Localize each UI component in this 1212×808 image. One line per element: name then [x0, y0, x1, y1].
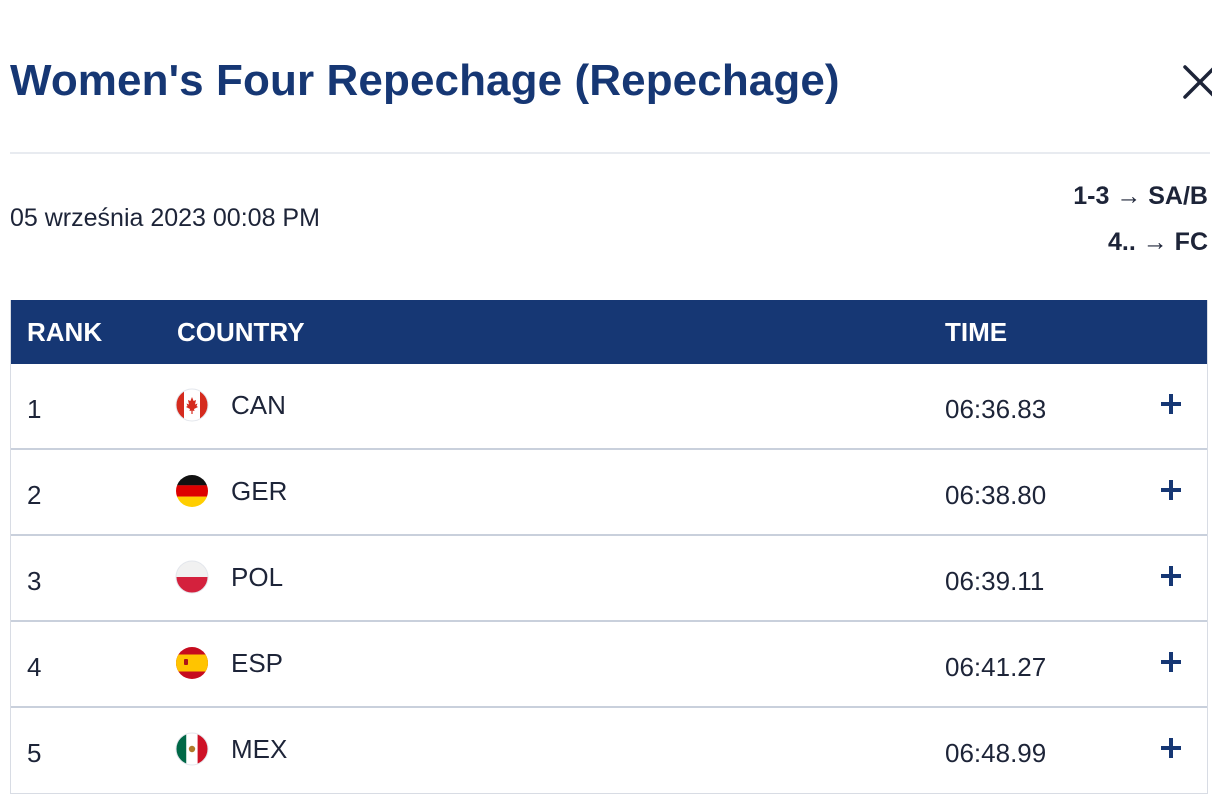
flag-canada-icon — [175, 388, 209, 422]
table-row: 3 POL 06:39.11 — [11, 536, 1207, 622]
plus-icon — [1161, 394, 1181, 414]
rank-cell: 5 — [27, 738, 42, 768]
modal-header: Women's Four Repechage (Repechage) — [10, 52, 1212, 116]
results-table: RANK COUNTRY TIME 1 CAN 06 — [10, 300, 1208, 794]
table-row: 4 ESP 06:41.27 — [11, 622, 1207, 708]
time-cell: 06:36.83 — [945, 394, 1047, 424]
column-header-time: TIME — [945, 317, 1008, 347]
column-header-rank: RANK — [27, 317, 103, 347]
flag-germany-icon — [175, 474, 209, 508]
plus-icon — [1161, 566, 1181, 586]
column-header-country: COUNTRY — [177, 317, 305, 347]
table-header: RANK COUNTRY TIME — [11, 300, 1207, 364]
time-cell: 06:38.80 — [945, 480, 1047, 510]
plus-icon — [1161, 738, 1181, 758]
close-icon — [1183, 65, 1212, 99]
country-cell: CAN — [231, 390, 286, 420]
header-divider — [10, 152, 1210, 154]
table-row: 1 CAN 06:36.83 — [11, 364, 1207, 450]
rank-cell: 4 — [27, 652, 42, 682]
plus-icon — [1161, 652, 1181, 672]
table-row: 5 MEX 06:48.99 — [11, 708, 1207, 794]
rank-cell: 3 — [27, 566, 42, 596]
flag-mexico-icon — [175, 732, 209, 766]
expand-row-button[interactable] — [1159, 564, 1183, 588]
country-cell: ESP — [231, 648, 284, 678]
country-cell: MEX — [231, 734, 288, 764]
time-cell: 06:41.27 — [945, 652, 1047, 682]
expand-row-button[interactable] — [1159, 736, 1183, 760]
rank-cell: 1 — [27, 394, 42, 424]
flag-poland-icon — [175, 560, 209, 594]
plus-icon — [1161, 480, 1181, 500]
time-cell: 06:39.11 — [945, 566, 1045, 596]
expand-row-button[interactable] — [1159, 392, 1183, 416]
close-button[interactable] — [1180, 62, 1212, 102]
progression-rule: 4.. → FC — [1107, 228, 1208, 256]
table-row: 2 GER 06:38.80 — [11, 450, 1207, 536]
page-title: Women's Four Repechage (Repechage) — [10, 56, 840, 105]
race-datetime: 05 września 2023 00:08 PM — [10, 204, 320, 232]
expand-row-button[interactable] — [1159, 478, 1183, 502]
rank-cell: 2 — [27, 480, 42, 510]
time-cell: 06:48.99 — [945, 738, 1047, 768]
flag-spain-icon — [175, 646, 209, 680]
country-cell: GER — [231, 476, 288, 506]
progression-rule: 1-3 → SA/B — [1073, 182, 1208, 210]
expand-row-button[interactable] — [1159, 650, 1183, 674]
progression-rules: 1-3 → SA/B 4.. → FC — [1073, 178, 1208, 270]
country-cell: POL — [231, 562, 284, 592]
